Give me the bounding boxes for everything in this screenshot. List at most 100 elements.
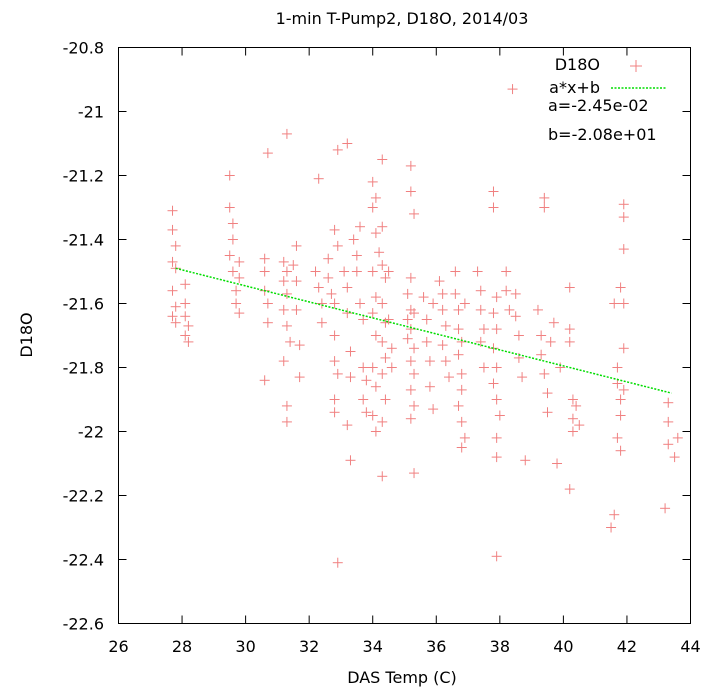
data-point — [488, 343, 499, 354]
data-point — [224, 170, 235, 181]
data-point — [329, 394, 340, 405]
data-point — [574, 420, 585, 431]
data-point — [262, 317, 273, 328]
data-point — [281, 400, 292, 411]
data-point — [450, 288, 461, 299]
data-point — [567, 394, 578, 405]
data-point — [224, 202, 235, 213]
data-point — [355, 298, 366, 309]
data-point — [478, 362, 489, 373]
y-axis-ticks: -20.8 -21 -21.2 -21.4 -21.6 -21.8 -22 -22.2 -22.… — [63, 39, 691, 634]
data-point — [660, 503, 671, 514]
data-point — [367, 410, 378, 421]
data-point — [609, 509, 620, 520]
data-point — [367, 176, 378, 187]
data-point — [170, 240, 181, 251]
chart-title: 1-min T-Pump2, D18O, 2014/03 — [276, 9, 529, 28]
data-point — [491, 551, 502, 562]
data-point — [615, 394, 626, 405]
data-point — [539, 192, 550, 203]
data-point — [405, 384, 416, 395]
data-point — [552, 458, 563, 469]
data-point — [606, 522, 617, 533]
data-point — [456, 384, 467, 395]
data-point — [402, 333, 413, 344]
data-point — [409, 468, 420, 479]
plot-frame — [118, 47, 691, 624]
data-point — [609, 298, 620, 309]
data-point — [329, 407, 340, 418]
data-point — [564, 484, 575, 495]
data-point — [456, 442, 467, 453]
data-point — [618, 384, 629, 395]
data-point — [370, 228, 381, 239]
data-point — [332, 368, 343, 379]
data-point — [504, 304, 515, 315]
data-point — [310, 266, 321, 277]
data-point — [278, 356, 289, 367]
data-point — [459, 432, 470, 443]
data-point — [612, 432, 623, 443]
data-point — [459, 298, 470, 309]
data-point — [491, 324, 502, 335]
data-point — [434, 276, 445, 287]
data-point — [386, 343, 397, 354]
data-point — [539, 368, 550, 379]
data-point — [615, 410, 626, 421]
x-axis-ticks: 26 28 30 32 34 36 38 40 42 44 — [108, 47, 701, 656]
x-tick-label: 28 — [172, 637, 192, 656]
data-point — [380, 394, 391, 405]
data-point — [380, 272, 391, 283]
data-point — [377, 471, 388, 482]
data-point — [167, 256, 178, 267]
data-point — [669, 452, 680, 463]
data-point — [294, 340, 305, 351]
data-point — [281, 266, 292, 277]
data-point — [345, 372, 356, 383]
data-point — [424, 356, 435, 367]
data-point — [259, 375, 270, 386]
data-point — [612, 362, 623, 373]
data-point — [618, 343, 629, 354]
data-point — [405, 272, 416, 283]
data-point — [351, 266, 362, 277]
data-point — [262, 298, 273, 309]
data-point — [428, 298, 439, 309]
data-point — [618, 298, 629, 309]
data-point — [402, 288, 413, 299]
data-point — [405, 160, 416, 171]
data-point — [405, 186, 416, 197]
data-point — [332, 144, 343, 155]
data-point — [663, 397, 674, 408]
data-point — [367, 308, 378, 319]
data-point — [532, 304, 543, 315]
data-point — [405, 356, 416, 367]
legend: D18O a*x+b — [549, 55, 666, 97]
data-point — [183, 336, 194, 347]
data-point — [663, 416, 674, 427]
data-point — [234, 256, 245, 267]
data-point — [663, 439, 674, 450]
data-point — [615, 445, 626, 456]
data-point — [231, 298, 242, 309]
data-point — [377, 336, 388, 347]
data-point — [227, 218, 238, 229]
data-point — [567, 426, 578, 437]
data-point — [339, 266, 350, 277]
legend-label-fit: a*x+b — [549, 78, 600, 97]
data-point — [313, 282, 324, 293]
data-point — [281, 320, 292, 331]
legend-marker-d18o — [630, 60, 642, 72]
data-point — [542, 388, 553, 399]
data-point — [183, 320, 194, 331]
data-point — [259, 266, 270, 277]
data-point — [475, 336, 486, 347]
data-points-layer — [167, 84, 683, 568]
data-point — [313, 173, 324, 184]
data-point — [281, 128, 292, 139]
y-tick-label: -22.4 — [63, 551, 104, 570]
data-point — [377, 221, 388, 232]
annotation-a: a=-2.45e-02 — [548, 96, 649, 115]
data-point — [231, 285, 242, 296]
data-point — [494, 410, 505, 421]
